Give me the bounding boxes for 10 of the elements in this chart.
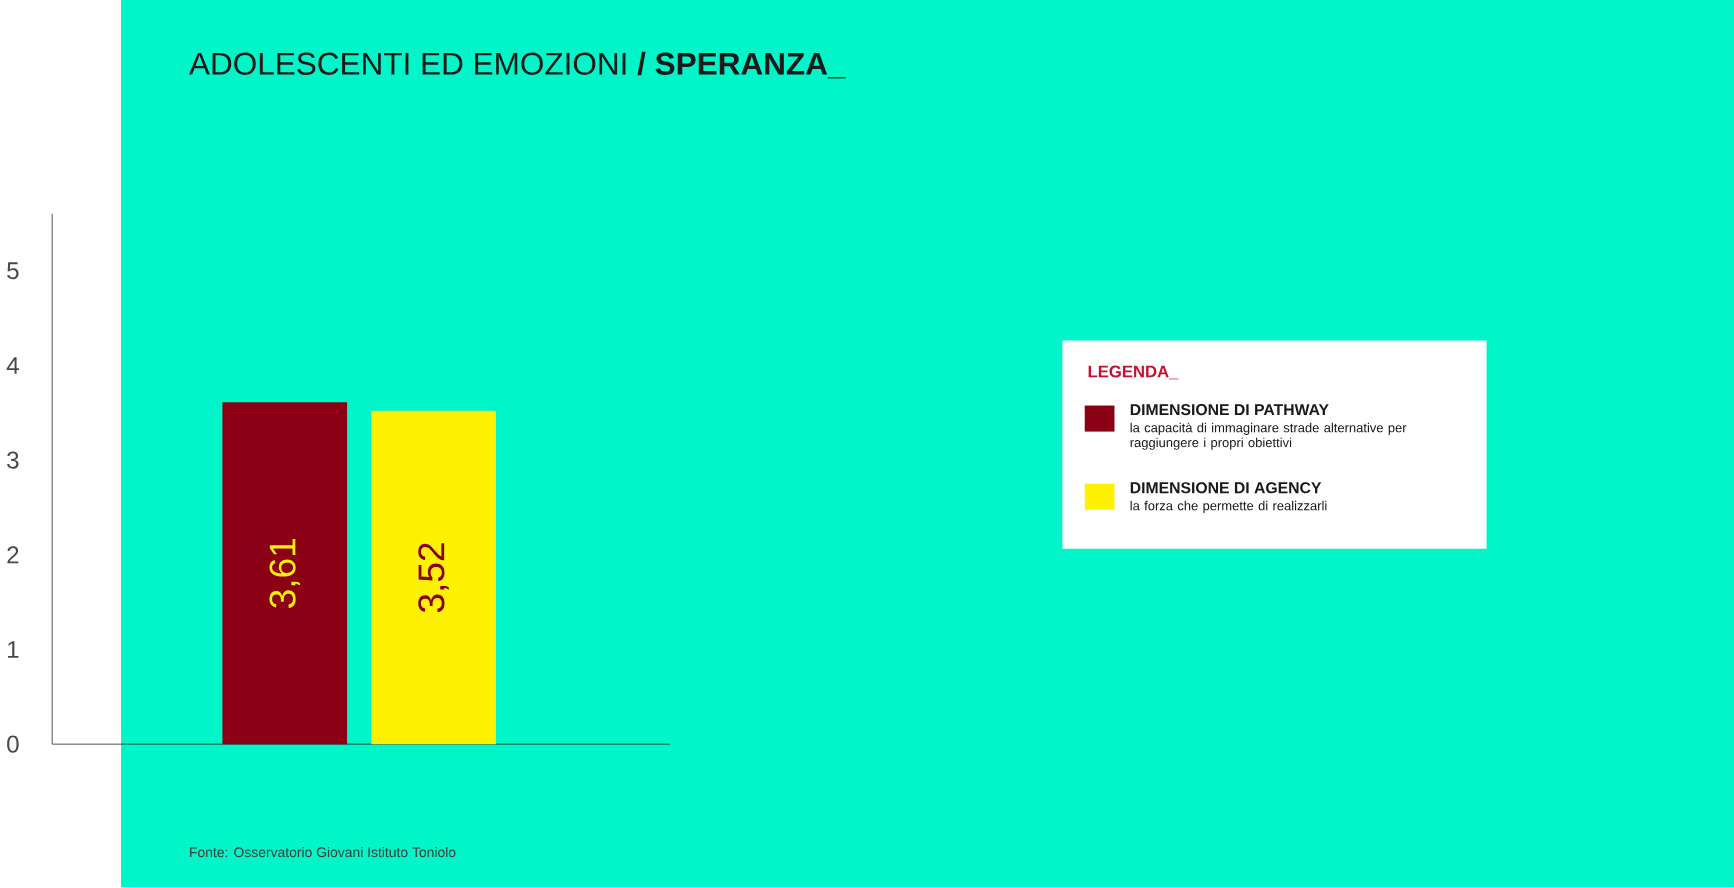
y-tick-label: 1: [8, 641, 19, 659]
y-tick-label: 2: [7, 546, 19, 564]
y-tick-label: 5: [7, 262, 19, 280]
data-label: 3,61: [269, 539, 301, 609]
chart-title: ADOLESCENTI ED EMOZIONI / SPERANZA_: [189, 52, 846, 79]
data-label: 3,52: [418, 543, 449, 613]
y-tick-label: 3: [7, 451, 19, 469]
legend-title: LEGENDA_: [1088, 365, 1179, 380]
y-tick-label: 4: [6, 357, 19, 374]
y-tick-label: 0: [7, 735, 19, 753]
